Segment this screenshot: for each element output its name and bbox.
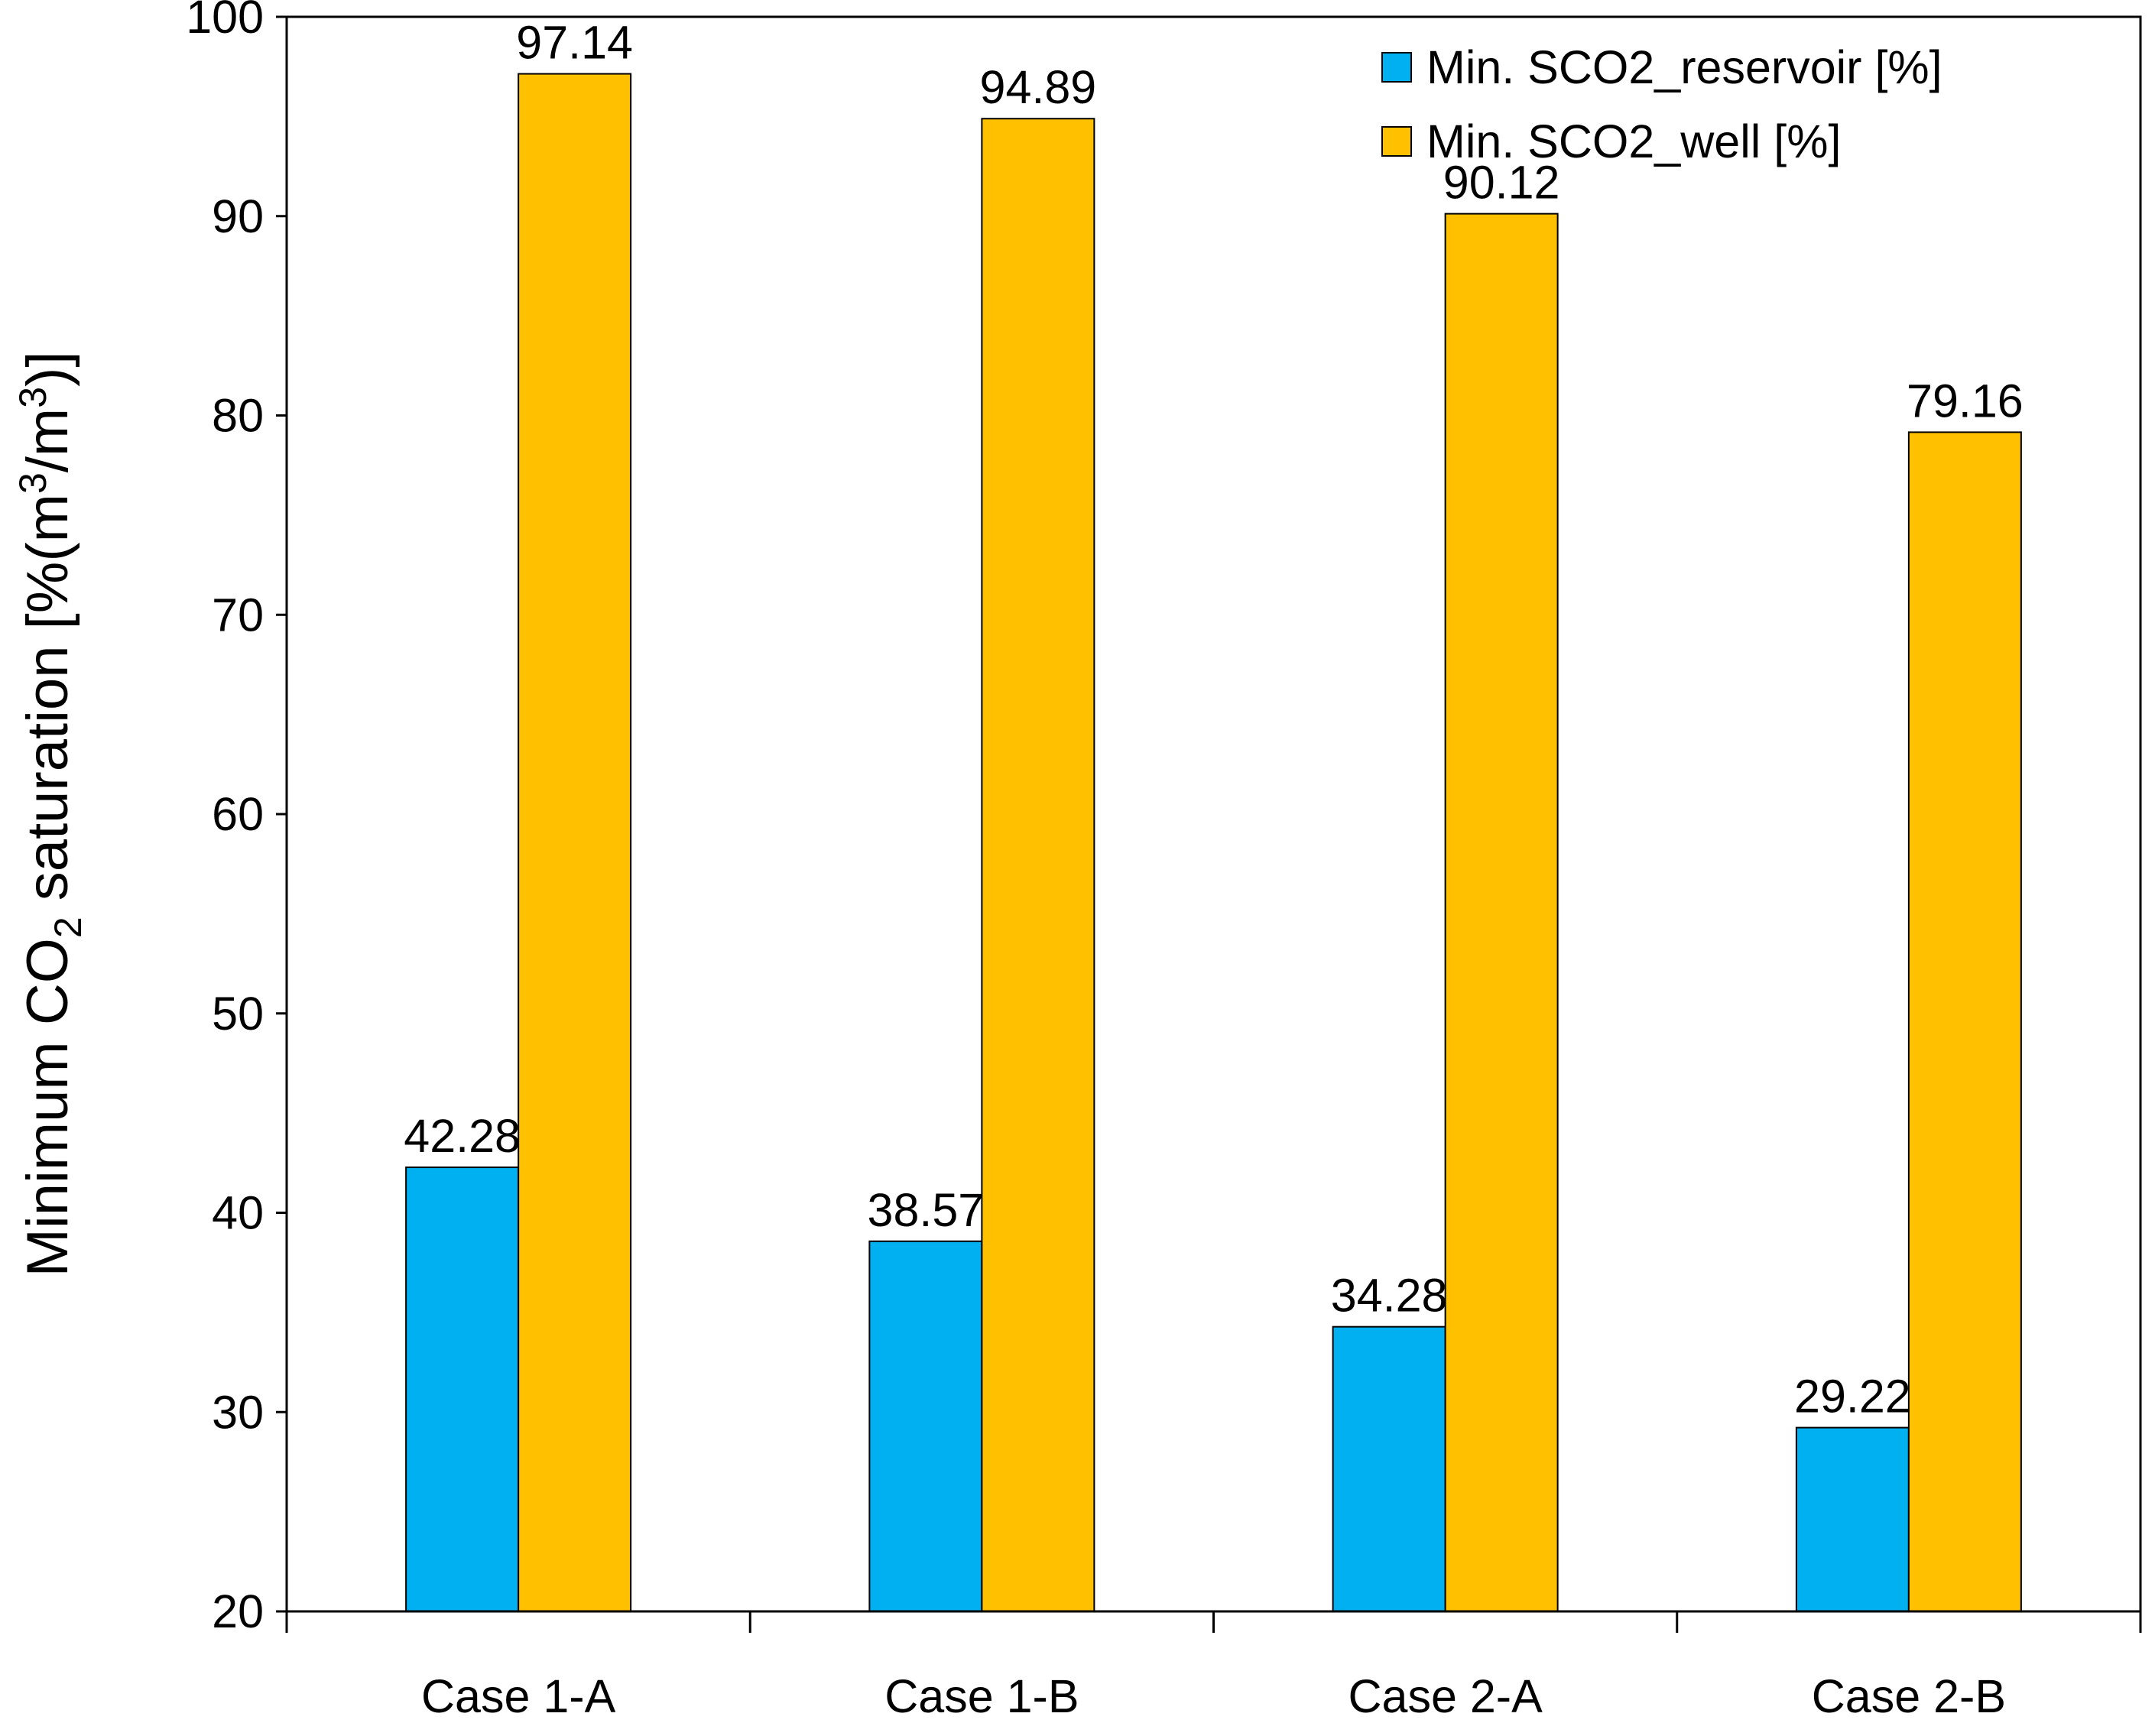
legend-label-well: Min. SCO2_well [%]	[1426, 115, 1841, 167]
data-label-well-case-1-a: 97.14	[516, 17, 633, 69]
data-label-reservoir-case-1-b: 38.57	[868, 1184, 985, 1236]
data-label-well-case-1-b: 94.89	[980, 61, 1097, 113]
y-tick-label-100: 100	[186, 0, 264, 43]
y-tick-label-90: 90	[212, 190, 264, 242]
data-label-reservoir-case-1-a: 42.28	[404, 1110, 521, 1162]
legend-label-reservoir: Min. SCO2_reservoir [%]	[1426, 41, 1942, 93]
bar-reservoir-case-1-b	[868, 1240, 983, 1612]
data-label-well-case-2-a: 90.12	[1443, 157, 1560, 209]
y-tick-label-40: 40	[212, 1187, 264, 1239]
axes-group	[276, 15, 2142, 1633]
y-tick-label-20: 20	[212, 1585, 264, 1637]
data-label-reservoir-case-2-a: 34.28	[1331, 1270, 1448, 1322]
legend-swatch-well	[1381, 126, 1412, 157]
bars-group	[405, 73, 2022, 1613]
bar-reservoir-case-2-b	[1795, 1426, 1910, 1612]
y-tick-label-30: 30	[212, 1386, 264, 1438]
y-axis-title-text: Minimum CO2 saturation [%(m3/m3)]	[11, 352, 89, 1277]
y-tick-label-80: 80	[212, 390, 264, 442]
y-axis-title: Minimum CO2 saturation [%(m3/m3)]	[11, 352, 89, 1277]
bar-well-case-2-b	[1907, 431, 2022, 1613]
bar-well-case-1-a	[518, 73, 632, 1613]
x-tick-label-case-1-a: Case 1-A	[421, 1670, 616, 1722]
bar-reservoir-case-2-a	[1332, 1326, 1446, 1613]
y-tick-label-50: 50	[212, 988, 264, 1040]
y-tick-label-60: 60	[212, 788, 264, 840]
labels-group: 42.28 97.14 Case 1-A 38.57 94.89 Case 1-B 34.2…	[186, 0, 2023, 1722]
legend: Min. SCO2_reservoir [%] Min. SCO2_well [%…	[1381, 41, 1942, 167]
data-label-well-case-2-b: 79.16	[1907, 375, 2024, 427]
x-tick-label-case-1-b: Case 1-B	[884, 1670, 1079, 1722]
y-tick-label-70: 70	[212, 589, 264, 641]
x-tick-label-case-2-b: Case 2-B	[1812, 1670, 2006, 1722]
legend-swatch-reservoir	[1381, 52, 1412, 83]
data-label-reservoir-case-2-b: 29.22	[1794, 1371, 1911, 1423]
bar-reservoir-case-1-a	[405, 1167, 520, 1612]
x-tick-label-case-2-a: Case 2-A	[1348, 1670, 1543, 1722]
bar-well-case-1-b	[981, 118, 1095, 1612]
bar-well-case-2-a	[1444, 213, 1559, 1613]
